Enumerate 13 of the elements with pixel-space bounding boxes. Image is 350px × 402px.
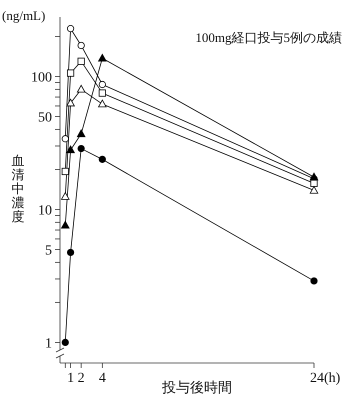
x-tick-label: 2: [78, 371, 85, 386]
x-tick-label: 4: [98, 371, 106, 386]
x-tick-label: 24(h): [310, 371, 341, 386]
y-tick-label: 5: [45, 243, 52, 258]
x-tick-label: 1: [67, 371, 74, 386]
y-axis-title: 血清中濃度: [12, 153, 24, 224]
y-tick-label: 100: [31, 70, 52, 86]
y-tick-label: 50: [38, 110, 52, 126]
text: (ng/mL): [2, 8, 46, 23]
y-tick-label: 10: [38, 203, 52, 218]
x-axis-title: 投与後時間: [161, 380, 232, 396]
y-tick-label: 1: [45, 336, 52, 352]
text: 100mg経口投与5例の成績: [195, 30, 342, 45]
